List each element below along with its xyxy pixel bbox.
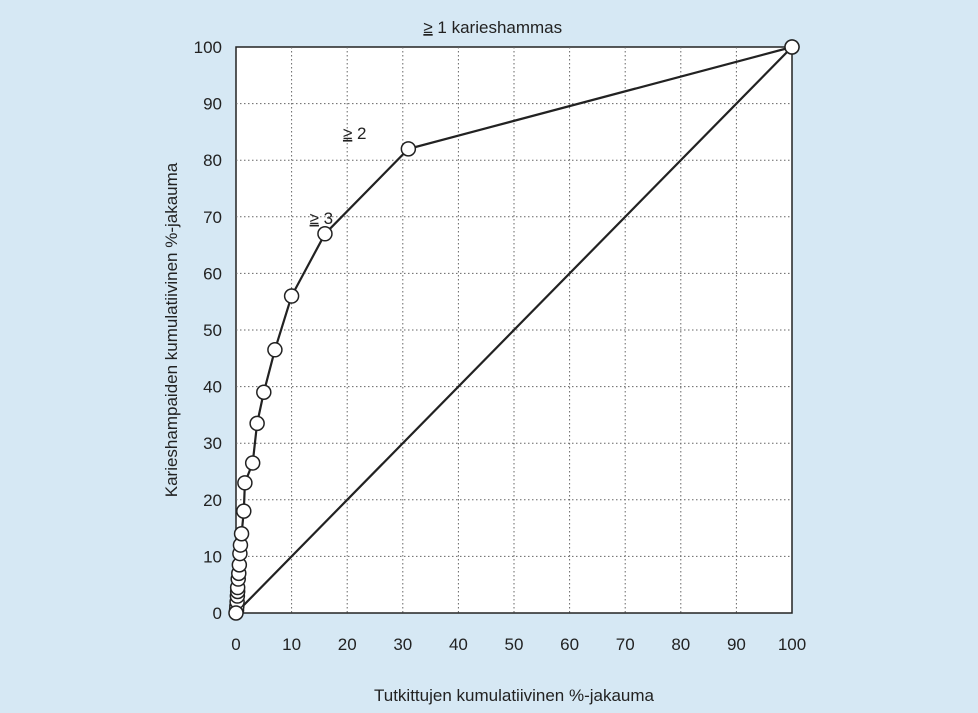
x-tick-label: 60	[560, 635, 579, 654]
x-axis-label: Tutkittujen kumulatiivinen %-jakauma	[374, 686, 655, 705]
data-point	[267, 342, 283, 358]
y-tick-label: 50	[203, 321, 222, 340]
y-tick-label: 20	[203, 491, 222, 510]
data-point	[228, 605, 244, 621]
series-points	[228, 39, 800, 621]
annotations: ≥ 1 karieshammas ≥ 2 ≥ 3	[310, 18, 563, 228]
data-point	[317, 226, 333, 242]
y-tick-label: 100	[194, 38, 222, 57]
x-tick-label: 70	[616, 635, 635, 654]
annotation-label: ≥ 3	[310, 209, 334, 228]
x-tick-label: 80	[671, 635, 690, 654]
y-tick-label: 30	[203, 434, 222, 453]
data-point	[400, 141, 417, 157]
x-tick-label: 100	[778, 635, 806, 654]
x-tick-label: 20	[338, 635, 357, 654]
data-point	[249, 415, 265, 432]
y-tick-label: 0	[213, 604, 222, 623]
x-tick-label: 40	[449, 635, 468, 654]
y-tick-label: 70	[203, 208, 222, 227]
y-axis-ticks: 0 10 20 30 40 50 60 70 80 90 100	[194, 38, 222, 623]
x-tick-label: 50	[505, 635, 524, 654]
y-axis-label: Karieshampaiden kumulatiivinen %-jakauma	[162, 162, 181, 497]
data-point	[236, 503, 252, 519]
data-point	[244, 455, 261, 471]
y-tick-label: 90	[203, 95, 222, 114]
data-point	[784, 39, 800, 55]
x-tick-label: 90	[727, 635, 746, 654]
data-point	[233, 526, 250, 542]
y-tick-label: 40	[203, 378, 222, 397]
y-tick-label: 60	[203, 264, 222, 283]
grid	[236, 47, 792, 613]
y-tick-label: 80	[203, 151, 222, 170]
x-tick-label: 0	[231, 635, 240, 654]
data-point	[283, 288, 300, 304]
data-point	[237, 475, 253, 491]
x-tick-label: 30	[393, 635, 412, 654]
annotation-label: ≥ 1 karieshammas	[423, 18, 562, 37]
data-point	[256, 384, 272, 401]
series-line-2	[235, 46, 793, 614]
annotation-label: ≥ 2	[343, 124, 367, 143]
y-tick-label: 10	[203, 547, 222, 566]
x-axis-ticks: 0 10 20 30 40 50 60 70 80 90 100	[231, 635, 806, 654]
x-tick-label: 10	[282, 635, 301, 654]
